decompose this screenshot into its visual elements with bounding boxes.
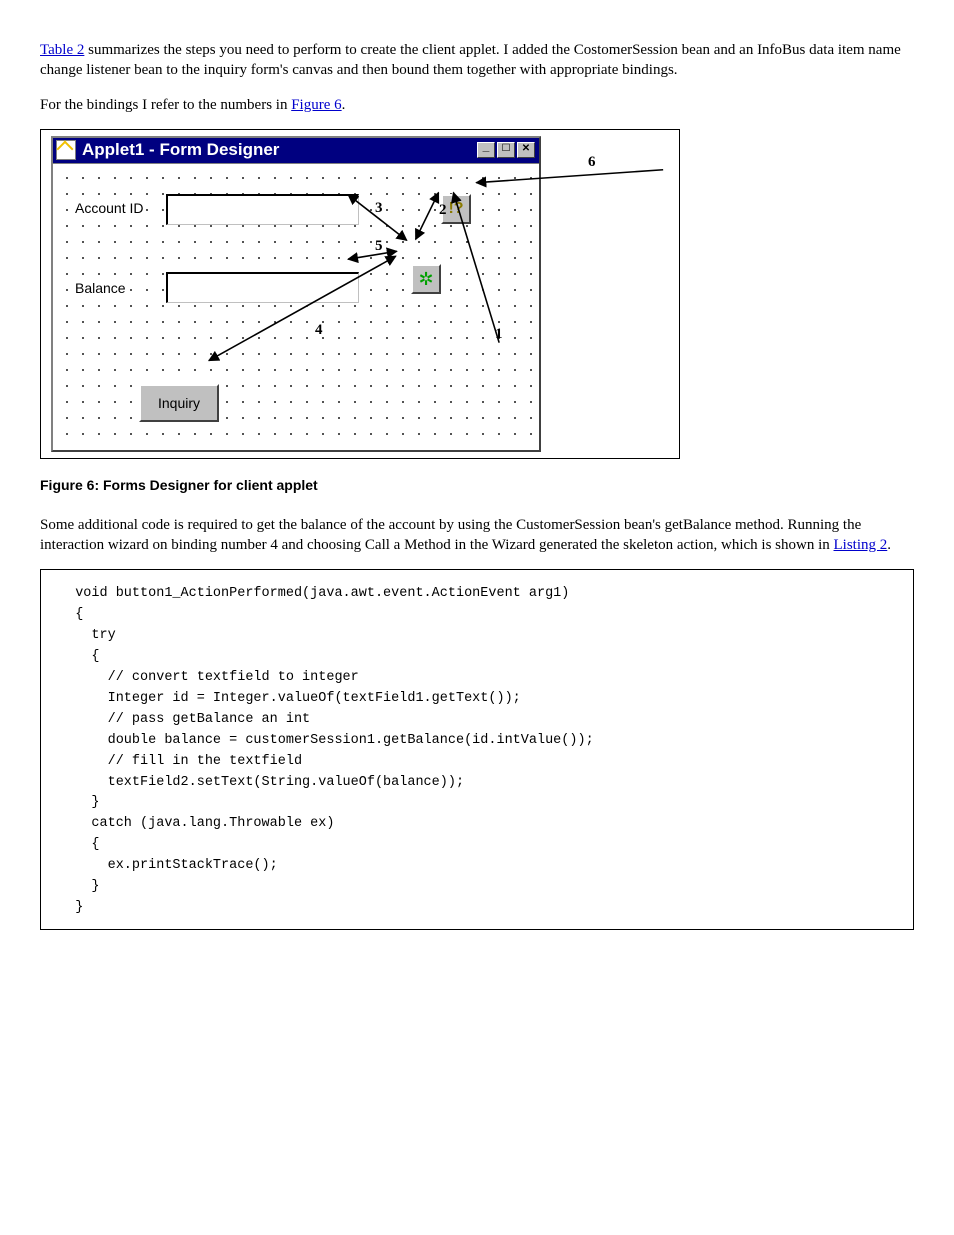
minimize-button[interactable] (477, 142, 495, 158)
annot-3: 3 (375, 200, 383, 217)
annot-2: 2 (439, 202, 447, 219)
balance-label: Balance (73, 280, 128, 296)
figure-6: Applet1 - Form Designer Account ID Balan… (40, 129, 680, 459)
close-button[interactable] (517, 142, 535, 158)
annot-6: 6 (588, 154, 596, 171)
titlebar: Applet1 - Form Designer (53, 138, 539, 163)
annot-4: 4 (315, 322, 323, 339)
intro-paragraph: Table 2 summarizes the steps you need to… (40, 40, 914, 81)
account-id-label: Account ID (73, 200, 145, 216)
form-designer-window: Applet1 - Form Designer Account ID Balan… (51, 136, 541, 452)
window-title: Applet1 - Form Designer (82, 140, 477, 160)
balance-field[interactable] (166, 272, 359, 303)
maximize-button[interactable] (497, 142, 515, 158)
figure-6-link[interactable]: Figure 6 (291, 97, 341, 113)
listing-2-code: void button1_ActionPerformed(java.awt.ev… (40, 569, 914, 930)
listing-intro-paragraph: Some additional code is required to get … (40, 515, 914, 556)
listing-2-link[interactable]: Listing 2 (834, 537, 888, 553)
account-id-field[interactable] (166, 194, 359, 225)
customer-session-bean-icon[interactable]: ✲ (411, 264, 441, 294)
window-buttons (477, 142, 535, 158)
app-icon (56, 140, 76, 160)
figure-6-caption: Figure 6: Forms Designer for client appl… (40, 477, 914, 493)
inquiry-button[interactable]: Inquiry (139, 384, 219, 422)
annot-5: 5 (375, 238, 383, 255)
bean-glyph: ✲ (418, 270, 433, 288)
form-canvas: Account ID Balance Inquiry !? ✲ (53, 163, 539, 450)
intro-para-text: summarizes the steps you need to perform… (40, 42, 901, 78)
annot-1: 1 (495, 326, 503, 343)
table-2-link[interactable]: Table 2 (40, 42, 84, 58)
inquiry-button-label: Inquiry (158, 395, 200, 411)
inspect-glyph: !? (448, 200, 463, 218)
figure-ref-paragraph: For the bindings I refer to the numbers … (40, 95, 914, 115)
